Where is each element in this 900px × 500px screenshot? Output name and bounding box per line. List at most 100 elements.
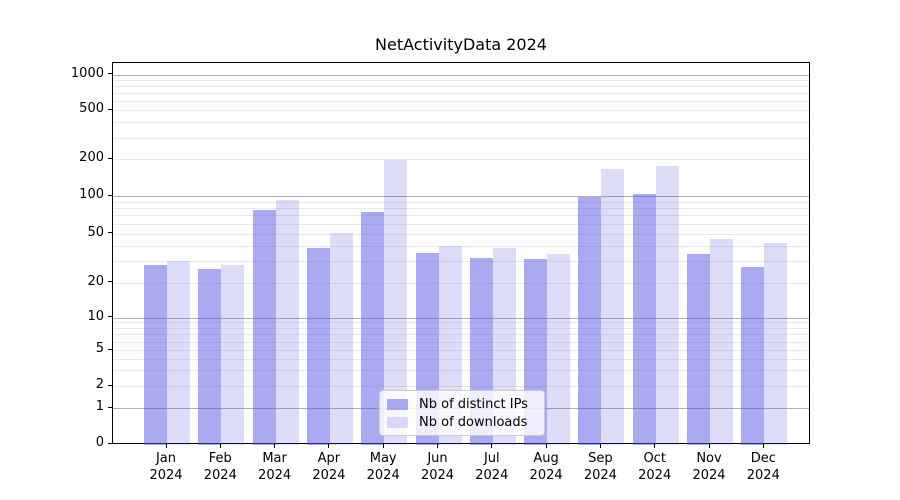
plot-area [112,62,810,445]
minor-gridline [113,86,809,88]
legend: Nb of distinct IPs Nb of downloads [379,390,545,436]
x-tick-label-mar: Mar 2024 [258,451,292,483]
bar-apr-downloads [329,232,353,445]
y-tick-label: 5 [95,341,104,357]
bar-may-distinct-ips [361,212,385,445]
minor-gridline [113,92,809,94]
minor-gridline [113,208,809,210]
bar-sep-distinct-ips [578,197,602,445]
x-tick [219,444,221,448]
bar-jan-distinct-ips [144,264,167,445]
legend-entry-distinct-ips: Nb of distinct IPs [387,396,536,412]
x-tick [437,444,438,448]
x-tick-label-jun: Jun 2024 [420,451,455,483]
x-tick [274,444,276,448]
bar-jan-downloads [167,261,190,445]
x-tick [654,444,656,448]
y-tick-label: 10 [87,308,104,324]
bar-nov-downloads [710,239,733,445]
major-gridline [113,317,809,319]
bar-oct-downloads [655,166,679,445]
minor-gridline [113,100,809,102]
x-tick-label-dec: Dec 2024 [746,451,780,483]
x-tick [382,444,384,448]
y-tick [108,281,112,283]
major-gridline [113,74,809,76]
minor-gridline [113,358,809,360]
minor-gridline [113,282,809,284]
y-tick [108,348,112,350]
bar-mar-downloads [275,199,299,445]
y-tick [108,384,112,386]
x-tick [762,444,764,448]
legend-label-downloads: Nb of downloads [419,414,528,430]
bar-oct-distinct-ips [632,194,656,445]
legend-swatch-distinct-ips [387,398,408,410]
y-tick [108,406,112,408]
y-tick [108,108,112,110]
minor-gridline [113,233,809,235]
minor-gridline [113,215,809,217]
y-tick-label: 20 [87,273,104,289]
bar-feb-downloads [221,264,245,445]
y-tick-label: 1000 [70,65,104,81]
minor-gridline [113,350,809,352]
minor-gridline [113,79,809,81]
bar-sep-downloads [601,168,625,445]
y-tick-label: 50 [87,224,104,240]
x-tick [708,444,710,448]
chart-title: NetActivityData 2024 [375,35,547,54]
minor-gridline [113,159,809,161]
y-tick-label: 2 [95,377,104,392]
minor-gridline [113,122,809,124]
minor-gridline [113,341,809,343]
x-tick [599,444,601,448]
y-tick [108,194,112,196]
x-tick-label-jul: Jul 2024 [475,451,509,483]
minor-gridline [113,201,809,203]
major-gridline [113,196,809,197]
y-tick [108,232,112,234]
legend-entry-downloads: Nb of downloads [387,414,536,430]
y-tick [108,157,112,159]
minor-gridline [113,328,809,330]
minor-gridline [113,137,809,139]
y-tick-label: 100 [79,187,104,202]
bar-feb-distinct-ips [198,268,222,445]
minor-gridline [113,322,809,324]
x-tick [328,444,330,448]
y-tick [108,442,112,444]
y-tick-label: 500 [79,101,104,117]
minor-gridline [113,245,809,247]
x-tick-label-apr: Apr 2024 [312,451,346,483]
minor-gridline [113,261,809,263]
x-tick-label-feb: Feb 2024 [203,451,237,483]
x-tick-label-nov: Nov 2024 [692,451,726,483]
x-tick [491,444,493,448]
x-tick-label-jan: Jan 2024 [149,451,183,483]
y-tick [108,73,112,74]
y-tick-label: 1 [95,399,104,414]
bar-mar-distinct-ips [252,209,276,445]
legend-swatch-downloads [387,416,408,428]
bar-aug-downloads [547,254,571,445]
x-tick-label-oct: Oct 2024 [638,451,672,483]
minor-gridline [113,386,809,387]
legend-label-distinct-ips: Nb of distinct IPs [419,396,528,412]
minor-gridline [113,223,809,225]
bar-dec-distinct-ips [741,266,765,445]
bar-dec-downloads [764,243,788,445]
y-tick-label: 0 [95,435,104,450]
bar-nov-distinct-ips [687,254,710,445]
x-tick [545,444,547,448]
minor-gridline [113,110,809,112]
x-tick [165,444,167,448]
x-tick-label-sep: Sep 2024 [583,451,617,483]
minor-gridline [113,334,809,336]
x-tick-label-aug: Aug 2024 [529,451,563,483]
bar-may-downloads [384,160,408,445]
x-tick-label-may: May 2024 [366,451,400,483]
bar-apr-distinct-ips [306,248,330,445]
minor-gridline [113,370,809,372]
